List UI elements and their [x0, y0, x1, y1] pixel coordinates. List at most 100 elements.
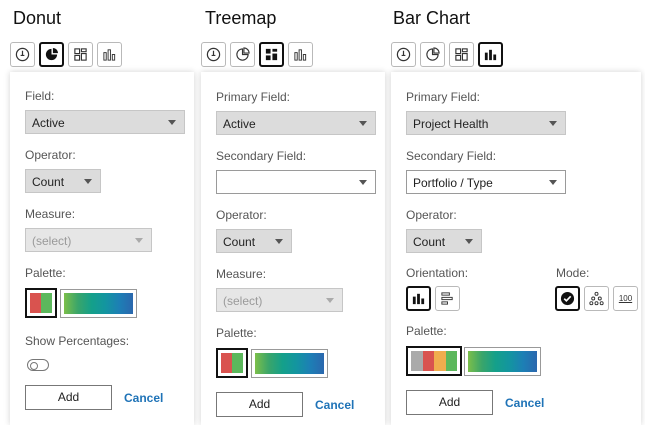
- primary-field-select[interactable]: Project Health: [406, 111, 566, 135]
- primary-field-value: Project Health: [413, 117, 489, 131]
- orientation-vertical-button[interactable]: [406, 286, 431, 311]
- donut-chart-button[interactable]: [420, 42, 445, 67]
- gauge-icon: [15, 47, 30, 62]
- secondary-field-value: Portfolio / Type: [413, 176, 493, 190]
- vertical-bars-icon: [412, 293, 425, 305]
- field-select-value: Active: [32, 116, 65, 130]
- palette-sequential-swatch[interactable]: [251, 349, 328, 378]
- donut-title: Donut: [13, 8, 62, 28]
- bar-chart-button[interactable]: [478, 42, 503, 67]
- treemap-chart-button[interactable]: [449, 42, 474, 67]
- mode-percent-button[interactable]: 100: [613, 286, 638, 311]
- palette-sequential-swatch[interactable]: [464, 347, 541, 376]
- chevron-down-icon: [84, 179, 92, 184]
- operator-select[interactable]: Count: [406, 229, 482, 253]
- palette-label: Palette:: [406, 324, 447, 338]
- orientation-label: Orientation:: [406, 266, 469, 280]
- chevron-down-icon: [275, 239, 283, 244]
- bar-chart-icon: [294, 49, 307, 61]
- palette-label: Palette:: [25, 266, 66, 280]
- cancel-link[interactable]: Cancel: [315, 398, 355, 412]
- operator-label: Operator:: [25, 148, 76, 162]
- donut-chart-button[interactable]: [39, 42, 64, 67]
- bar-chart-type-toolbar: [391, 42, 503, 67]
- palette-sequential-swatch[interactable]: [60, 289, 137, 318]
- palette-color: [221, 353, 232, 373]
- palette-color: [434, 351, 446, 371]
- percent-icon: 100: [618, 294, 633, 303]
- info-chart-button[interactable]: [10, 42, 35, 67]
- info-chart-button[interactable]: [391, 42, 416, 67]
- palette-categorical-swatch[interactable]: [25, 288, 57, 318]
- gauge-icon: [396, 47, 411, 62]
- operator-label: Operator:: [406, 208, 457, 222]
- mode-standard-button[interactable]: [555, 286, 580, 311]
- chevron-down-icon: [359, 121, 367, 126]
- add-button[interactable]: Add: [216, 392, 303, 417]
- hierarchy-icon: [589, 291, 604, 306]
- palette-gradient: [255, 353, 324, 374]
- palette-color: [41, 293, 52, 313]
- orientation-horizontal-button[interactable]: [435, 286, 460, 311]
- primary-field-label: Primary Field:: [216, 90, 291, 104]
- measure-select[interactable]: (select): [216, 288, 343, 312]
- treemap-chart-type-toolbar: [201, 42, 313, 67]
- palette-label: Palette:: [216, 326, 257, 340]
- treemap-icon: [455, 48, 468, 61]
- pie-icon: [426, 47, 440, 61]
- palette-color: [411, 351, 423, 371]
- cancel-link[interactable]: Cancel: [124, 391, 164, 405]
- show-percentages-toggle[interactable]: [27, 359, 49, 371]
- treemap-settings-panel: Primary Field: Active Secondary Field: O…: [201, 72, 385, 425]
- horizontal-bars-icon: [441, 292, 453, 305]
- operator-select[interactable]: Count: [25, 169, 101, 193]
- palette-categorical-swatch[interactable]: [216, 348, 248, 378]
- cancel-link[interactable]: Cancel: [505, 396, 545, 410]
- treemap-chart-button[interactable]: [68, 42, 93, 67]
- secondary-field-select[interactable]: Portfolio / Type: [406, 170, 566, 194]
- bar-chart-settings-panel: Primary Field: Project Health Secondary …: [391, 72, 641, 425]
- donut-settings-panel: Field: Active Operator: Count Measure: (…: [10, 72, 194, 425]
- bar-chart-button[interactable]: [288, 42, 313, 67]
- chevron-down-icon: [359, 180, 367, 185]
- pie-icon: [236, 47, 250, 61]
- add-button[interactable]: Add: [25, 385, 112, 410]
- secondary-field-label: Secondary Field:: [406, 149, 497, 163]
- info-chart-button[interactable]: [201, 42, 226, 67]
- measure-select-value: (select): [223, 294, 263, 308]
- bar-chart-icon: [103, 49, 116, 61]
- mode-label: Mode:: [556, 266, 590, 280]
- secondary-field-label: Secondary Field:: [216, 149, 307, 163]
- gauge-icon: [206, 47, 221, 62]
- field-select[interactable]: Active: [25, 110, 185, 134]
- palette-color: [445, 351, 457, 371]
- field-label: Field:: [25, 89, 55, 103]
- pie-icon: [45, 47, 59, 61]
- mode-stacked-button[interactable]: [584, 286, 609, 311]
- check-circle-icon: [560, 291, 575, 306]
- operator-select[interactable]: Count: [216, 229, 292, 253]
- operator-select-value: Count: [223, 235, 256, 249]
- palette-gradient: [64, 293, 133, 314]
- measure-select-value: (select): [32, 234, 72, 248]
- treemap-chart-button[interactable]: [259, 42, 284, 67]
- operator-select-value: Count: [413, 235, 446, 249]
- bar-chart-button[interactable]: [97, 42, 122, 67]
- palette-categorical-swatch[interactable]: [406, 346, 462, 376]
- chevron-down-icon: [168, 120, 176, 125]
- primary-field-label: Primary Field:: [406, 90, 481, 104]
- bar-chart-icon: [484, 49, 497, 61]
- measure-label: Measure:: [25, 207, 76, 221]
- palette-gradient: [468, 351, 537, 372]
- palette-color: [422, 351, 434, 371]
- treemap-icon: [74, 48, 87, 61]
- primary-field-select[interactable]: Active: [216, 111, 376, 135]
- chevron-down-icon: [135, 238, 143, 243]
- measure-select[interactable]: (select): [25, 228, 152, 252]
- donut-chart-button[interactable]: [230, 42, 255, 67]
- chevron-down-icon: [326, 298, 334, 303]
- palette-color: [232, 353, 243, 373]
- secondary-field-select[interactable]: [216, 170, 376, 194]
- measure-label: Measure:: [216, 267, 267, 281]
- add-button[interactable]: Add: [406, 390, 493, 415]
